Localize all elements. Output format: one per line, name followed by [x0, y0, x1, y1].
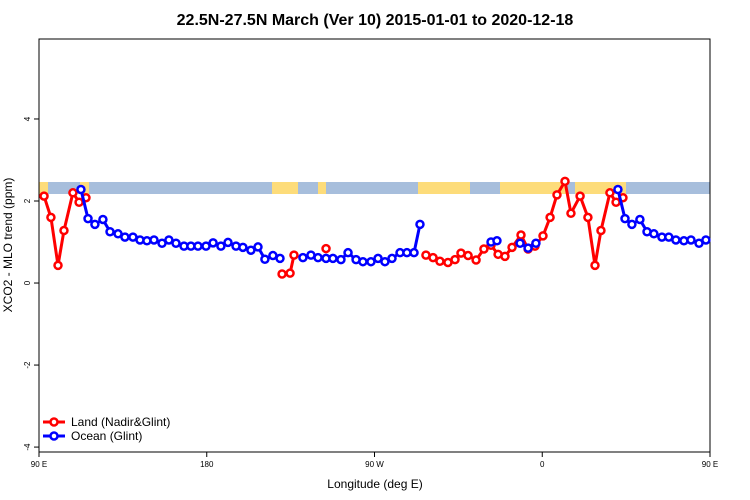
data-point: [409, 247, 419, 258]
y-tick-label: 0: [23, 280, 32, 285]
data-point: [120, 232, 130, 242]
data-point: [596, 225, 606, 236]
data-point: [90, 219, 100, 230]
data-point: [39, 191, 49, 201]
data-point: [492, 236, 502, 246]
data-point: [635, 214, 645, 225]
data-point: [611, 197, 621, 207]
data-point: [613, 184, 623, 195]
data-point: [164, 235, 174, 245]
map-land: [418, 182, 470, 194]
legend-label: Ocean (Glint): [71, 429, 142, 443]
legend-marker: [49, 431, 59, 441]
map-land: [39, 182, 48, 194]
data-point: [74, 197, 84, 207]
x-tick-label: 90 E: [702, 460, 718, 469]
y-tick-label: 4: [23, 116, 32, 121]
data-point: [428, 252, 438, 263]
map-land: [272, 182, 298, 194]
data-point: [343, 247, 353, 258]
data-point: [289, 250, 299, 260]
data-point: [83, 213, 93, 224]
data-point: [253, 242, 263, 252]
data-point: [336, 254, 346, 265]
data-point: [298, 252, 308, 263]
data-point: [605, 188, 615, 198]
y-tick-label: -4: [23, 443, 32, 451]
data-point: [380, 256, 390, 267]
data-point: [275, 253, 285, 264]
data-point: [223, 237, 233, 248]
x-tick-label: 90 W: [365, 460, 384, 469]
data-point: [627, 219, 637, 230]
plot-frame: [38, 38, 711, 453]
data-point: [76, 184, 86, 195]
data-point: [68, 188, 78, 198]
data-point: [387, 253, 397, 264]
data-point: [545, 212, 555, 223]
data-point: [583, 212, 593, 223]
chart-title: 22.5N-27.5N March (Ver 10) 2015-01-01 to…: [177, 12, 574, 29]
data-point: [238, 242, 248, 253]
data-point: [46, 212, 56, 223]
data-point: [538, 231, 548, 241]
data-point: [523, 243, 533, 253]
data-point: [435, 256, 445, 267]
data-point: [566, 208, 576, 219]
data-point: [463, 250, 473, 261]
data-point: [260, 254, 270, 264]
data-point: [515, 238, 525, 248]
data-point: [59, 225, 69, 236]
x-tick-label: 180: [200, 460, 214, 469]
data-point: [358, 256, 368, 267]
y-tick-label: -2: [23, 361, 32, 369]
data-point: [285, 268, 295, 278]
legend-label: Land (Nadir&Glint): [71, 415, 170, 429]
data-point: [701, 235, 711, 245]
data-point: [201, 241, 211, 251]
data-point: [105, 227, 115, 237]
data-point: [471, 255, 481, 265]
data-point: [216, 241, 226, 251]
data-point: [560, 176, 570, 187]
data-point: [507, 242, 517, 253]
data-point: [671, 235, 681, 245]
data-point: [531, 238, 541, 248]
legend-marker: [49, 417, 59, 427]
data-point: [575, 191, 585, 201]
data-point: [149, 235, 159, 245]
data-point: [98, 214, 108, 225]
x-tick-label: 0: [540, 460, 545, 469]
map-land: [500, 182, 560, 194]
data-point: [590, 260, 600, 271]
data-point: [171, 238, 181, 248]
y-axis-label: XCO2 - MLO trend (ppm): [1, 178, 15, 313]
data-point: [328, 253, 338, 264]
data-point: [208, 238, 218, 248]
data-point: [516, 230, 526, 240]
data-point: [415, 219, 425, 230]
data-point: [552, 190, 562, 200]
data-point: [246, 245, 256, 255]
data-point: [321, 243, 331, 254]
data-point: [193, 241, 203, 251]
y-tick-label: 2: [23, 198, 32, 203]
x-tick-label: 90 E: [31, 460, 47, 469]
map-land: [560, 182, 566, 194]
map-land: [318, 182, 326, 194]
x-axis-label: Longitude (deg E): [327, 477, 422, 491]
data-point: [479, 244, 489, 254]
data-point: [450, 254, 460, 265]
data-point: [366, 256, 376, 267]
data-point: [277, 269, 287, 279]
data-point: [620, 213, 630, 224]
data-point: [53, 260, 63, 271]
data-point: [686, 235, 696, 245]
data-point: [649, 229, 659, 239]
data-point: [313, 252, 323, 263]
data-point: [500, 251, 510, 262]
